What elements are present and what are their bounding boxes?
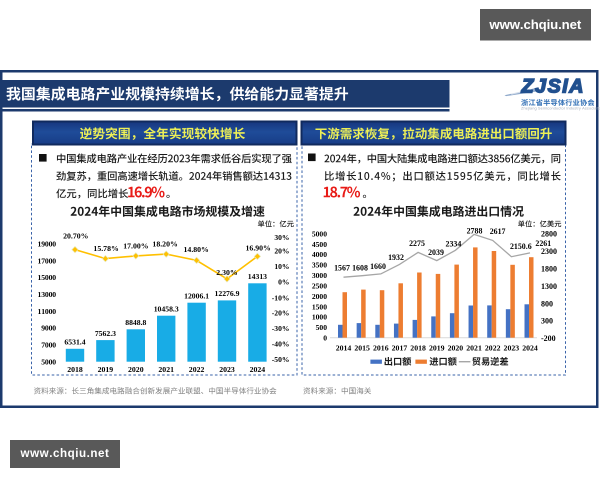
svg-text:6531.4: 6531.4	[64, 338, 85, 347]
svg-text:1660: 1660	[370, 262, 386, 271]
svg-text:4500: 4500	[312, 240, 327, 249]
svg-text:2017: 2017	[392, 343, 408, 352]
svg-text:12276.9: 12276.9	[215, 289, 240, 298]
svg-text:2015: 2015	[354, 343, 370, 352]
svg-text:3500: 3500	[312, 261, 327, 270]
svg-text:1800: 1800	[541, 265, 557, 274]
svg-text:1608: 1608	[352, 264, 368, 273]
svg-text:-200: -200	[541, 334, 556, 343]
svg-text:2788: 2788	[467, 226, 483, 235]
svg-text:2500: 2500	[312, 281, 327, 290]
svg-text:17000: 17000	[38, 256, 57, 265]
svg-text:9000: 9000	[41, 324, 56, 333]
svg-text:www.chqiu.net: www.chqiu.net	[488, 17, 581, 32]
svg-text:2020: 2020	[448, 343, 464, 352]
svg-text:www.chqiu.net: www.chqiu.net	[20, 447, 110, 460]
svg-text:0: 0	[323, 334, 327, 343]
svg-text:2018: 2018	[410, 343, 426, 352]
svg-text:18.20%: 18.20%	[152, 240, 178, 249]
svg-text:2021: 2021	[466, 343, 482, 352]
svg-text:2019: 2019	[98, 365, 114, 374]
svg-text:2275: 2275	[409, 239, 425, 248]
svg-text:2016: 2016	[373, 343, 389, 352]
svg-text:2021: 2021	[158, 365, 174, 374]
svg-text:19000: 19000	[38, 240, 57, 249]
svg-text:3000: 3000	[312, 271, 327, 280]
svg-text:14.80%: 14.80%	[184, 245, 210, 254]
svg-text:30%: 30%	[274, 233, 289, 242]
svg-text:1567: 1567	[334, 264, 350, 273]
svg-text:10%: 10%	[274, 262, 289, 271]
svg-text:2024: 2024	[250, 365, 266, 374]
svg-text:2261: 2261	[535, 239, 551, 248]
svg-text:12006.1: 12006.1	[184, 291, 209, 300]
svg-text:2023: 2023	[219, 365, 235, 374]
svg-text:1000: 1000	[312, 313, 327, 322]
svg-text:500: 500	[316, 323, 328, 332]
svg-text:1932: 1932	[388, 253, 404, 262]
svg-text:2018: 2018	[67, 365, 83, 374]
svg-text:2020: 2020	[128, 365, 144, 374]
svg-text:2000: 2000	[312, 292, 327, 301]
svg-text:2300: 2300	[541, 247, 557, 256]
svg-text:-10%: -10%	[272, 294, 290, 303]
svg-text:2334: 2334	[446, 240, 462, 249]
svg-text:2022: 2022	[485, 343, 501, 352]
svg-text:2617: 2617	[490, 227, 506, 236]
svg-text:800: 800	[541, 299, 553, 308]
svg-text:300: 300	[541, 317, 553, 326]
svg-text:-50%: -50%	[272, 355, 290, 364]
svg-text:7000: 7000	[41, 341, 56, 350]
svg-text:Zhejiang Semiconductor Industr: Zhejiang Semiconductor Industry Associat…	[521, 105, 600, 110]
svg-text:ZJSIA: ZJSIA	[521, 75, 586, 97]
svg-text:11000: 11000	[38, 307, 57, 316]
svg-text:15000: 15000	[38, 273, 57, 282]
svg-text:20%: 20%	[274, 247, 289, 256]
svg-text:2039: 2039	[428, 248, 444, 257]
svg-text:10458.3: 10458.3	[154, 304, 179, 313]
svg-text:2019: 2019	[429, 343, 445, 352]
svg-text:17.00%: 17.00%	[123, 242, 149, 251]
svg-text:14313: 14313	[248, 272, 267, 281]
svg-text:2023: 2023	[504, 343, 520, 352]
svg-text:2800: 2800	[541, 230, 557, 239]
svg-text:4000: 4000	[312, 250, 327, 259]
svg-text:20.70%: 20.70%	[63, 232, 89, 241]
svg-text:-30%: -30%	[272, 324, 290, 333]
svg-text:7562.3: 7562.3	[95, 329, 116, 338]
svg-text:0%: 0%	[278, 277, 289, 286]
svg-text:16.90%: 16.90%	[246, 244, 272, 253]
svg-text:1500: 1500	[312, 302, 327, 311]
svg-text:2150.6: 2150.6	[510, 242, 532, 251]
svg-text:2.30%: 2.30%	[216, 268, 238, 277]
svg-text:5000: 5000	[312, 229, 327, 238]
svg-text:2022: 2022	[189, 365, 205, 374]
svg-text:15.78%: 15.78%	[93, 244, 119, 253]
svg-text:2014: 2014	[336, 343, 352, 352]
svg-text:-20%: -20%	[272, 309, 290, 318]
svg-text:1300: 1300	[541, 282, 557, 291]
svg-text:-40%: -40%	[272, 340, 290, 349]
svg-text:2024: 2024	[522, 343, 538, 352]
svg-text:8848.8: 8848.8	[125, 318, 146, 327]
svg-text:13000: 13000	[38, 290, 57, 299]
svg-text:5000: 5000	[41, 357, 56, 366]
